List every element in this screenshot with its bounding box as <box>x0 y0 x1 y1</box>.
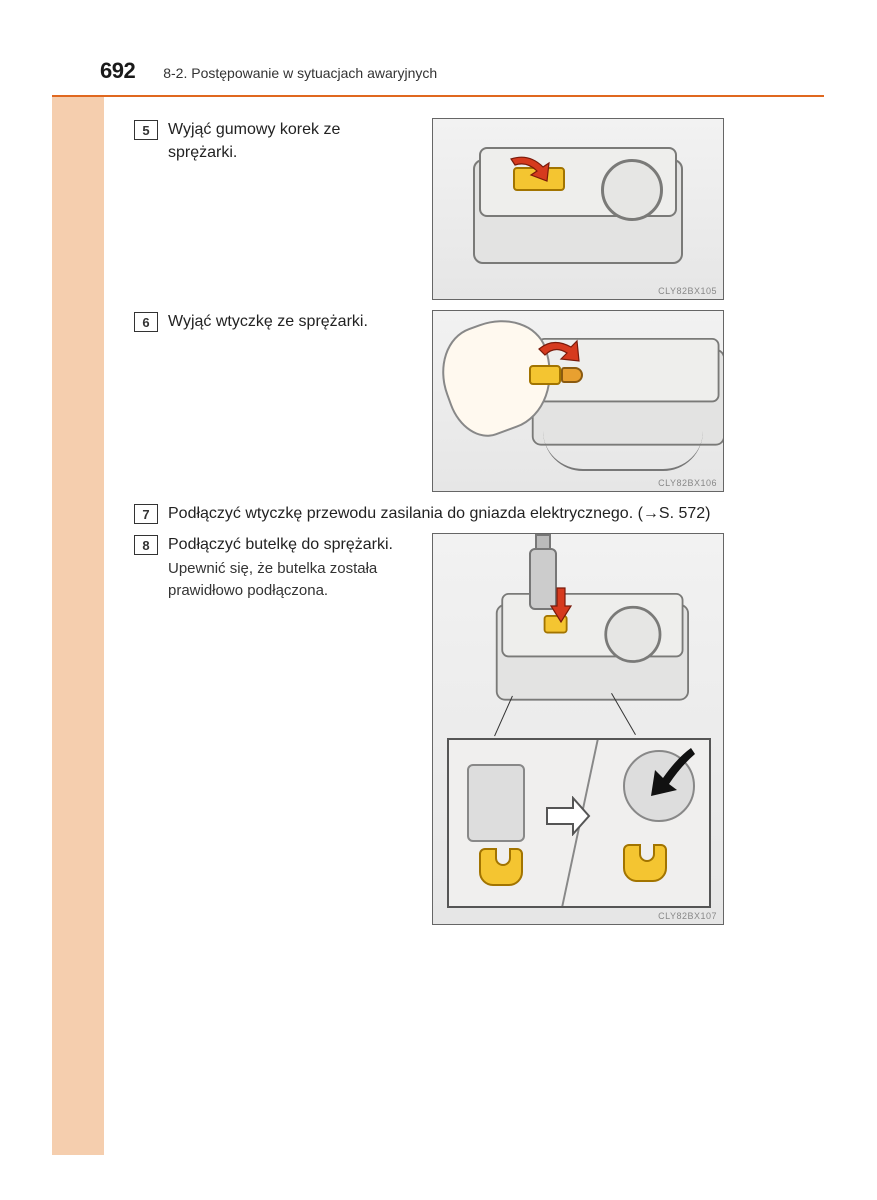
figure-5: CLY82BX105 <box>432 118 724 300</box>
step-7-text: Podłączyć wtyczkę przewodu zasilania do … <box>168 502 724 525</box>
step-6-number: 6 <box>134 312 158 332</box>
content: 5 Wyjąć gumowy korek ze sprężarki. <box>134 118 724 925</box>
figure-8-label: CLY82BX107 <box>658 911 717 921</box>
cable <box>543 431 703 471</box>
step-5-row: 5 Wyjąć gumowy korek ze sprężarki. <box>134 118 724 300</box>
step-7-row: 7 Podłączyć wtyczkę przewodu zasilania d… <box>134 502 724 525</box>
plug-tip <box>561 367 583 383</box>
step-8-row: 8 Podłączyć butelkę do sprężarki. Upewni… <box>134 533 724 925</box>
step-6: 6 Wyjąć wtyczkę ze sprężarki. <box>134 310 414 333</box>
white-arrow-icon <box>545 796 591 841</box>
compressor-illustration <box>473 149 693 269</box>
step-5-number: 5 <box>134 120 158 140</box>
black-arrow-icon <box>641 744 697 805</box>
step-6-text: Wyjąć wtyczkę ze sprężarki. <box>168 310 414 333</box>
clip-right <box>623 844 667 882</box>
step-8: 8 Podłączyć butelkę do sprężarki. Upewni… <box>134 533 414 602</box>
figure-5-label: CLY82BX105 <box>658 286 717 296</box>
step-6-row: 6 Wyjąć wtyczkę ze sprężarki. <box>134 310 724 492</box>
step-7: 7 Podłączyć wtyczkę przewodu zasilania d… <box>134 502 724 525</box>
figure-6-label: CLY82BX106 <box>658 478 717 488</box>
red-arrow-down-icon <box>549 586 573 629</box>
side-tab <box>52 95 104 1155</box>
step-8-text: Podłączyć butelkę do sprężarki. <box>168 533 414 556</box>
page-number: 692 <box>100 58 135 84</box>
red-arrow-icon-2 <box>533 339 583 369</box>
clip-left <box>479 848 523 886</box>
step-8-secondary: Upewnić się, że butelka została prawidło… <box>168 558 414 602</box>
step-7-number: 7 <box>134 504 158 524</box>
step-5-text: Wyjąć gumowy korek ze sprężarki. <box>168 118 414 164</box>
header-rule <box>52 95 824 97</box>
section-title: 8-2. Postępowanie w sytuacjach awaryjnyc… <box>163 65 437 81</box>
step-8-number: 8 <box>134 535 158 555</box>
step-5: 5 Wyjąć gumowy korek ze sprężarki. <box>134 118 414 164</box>
page-header: 692 8-2. Postępowanie w sytuacjach awary… <box>100 58 825 96</box>
bottle-detail-left <box>467 764 525 842</box>
red-arrow-icon <box>503 155 553 185</box>
figure-8: CLY82BX107 <box>432 533 724 925</box>
figure-6: CLY82BX106 <box>432 310 724 492</box>
